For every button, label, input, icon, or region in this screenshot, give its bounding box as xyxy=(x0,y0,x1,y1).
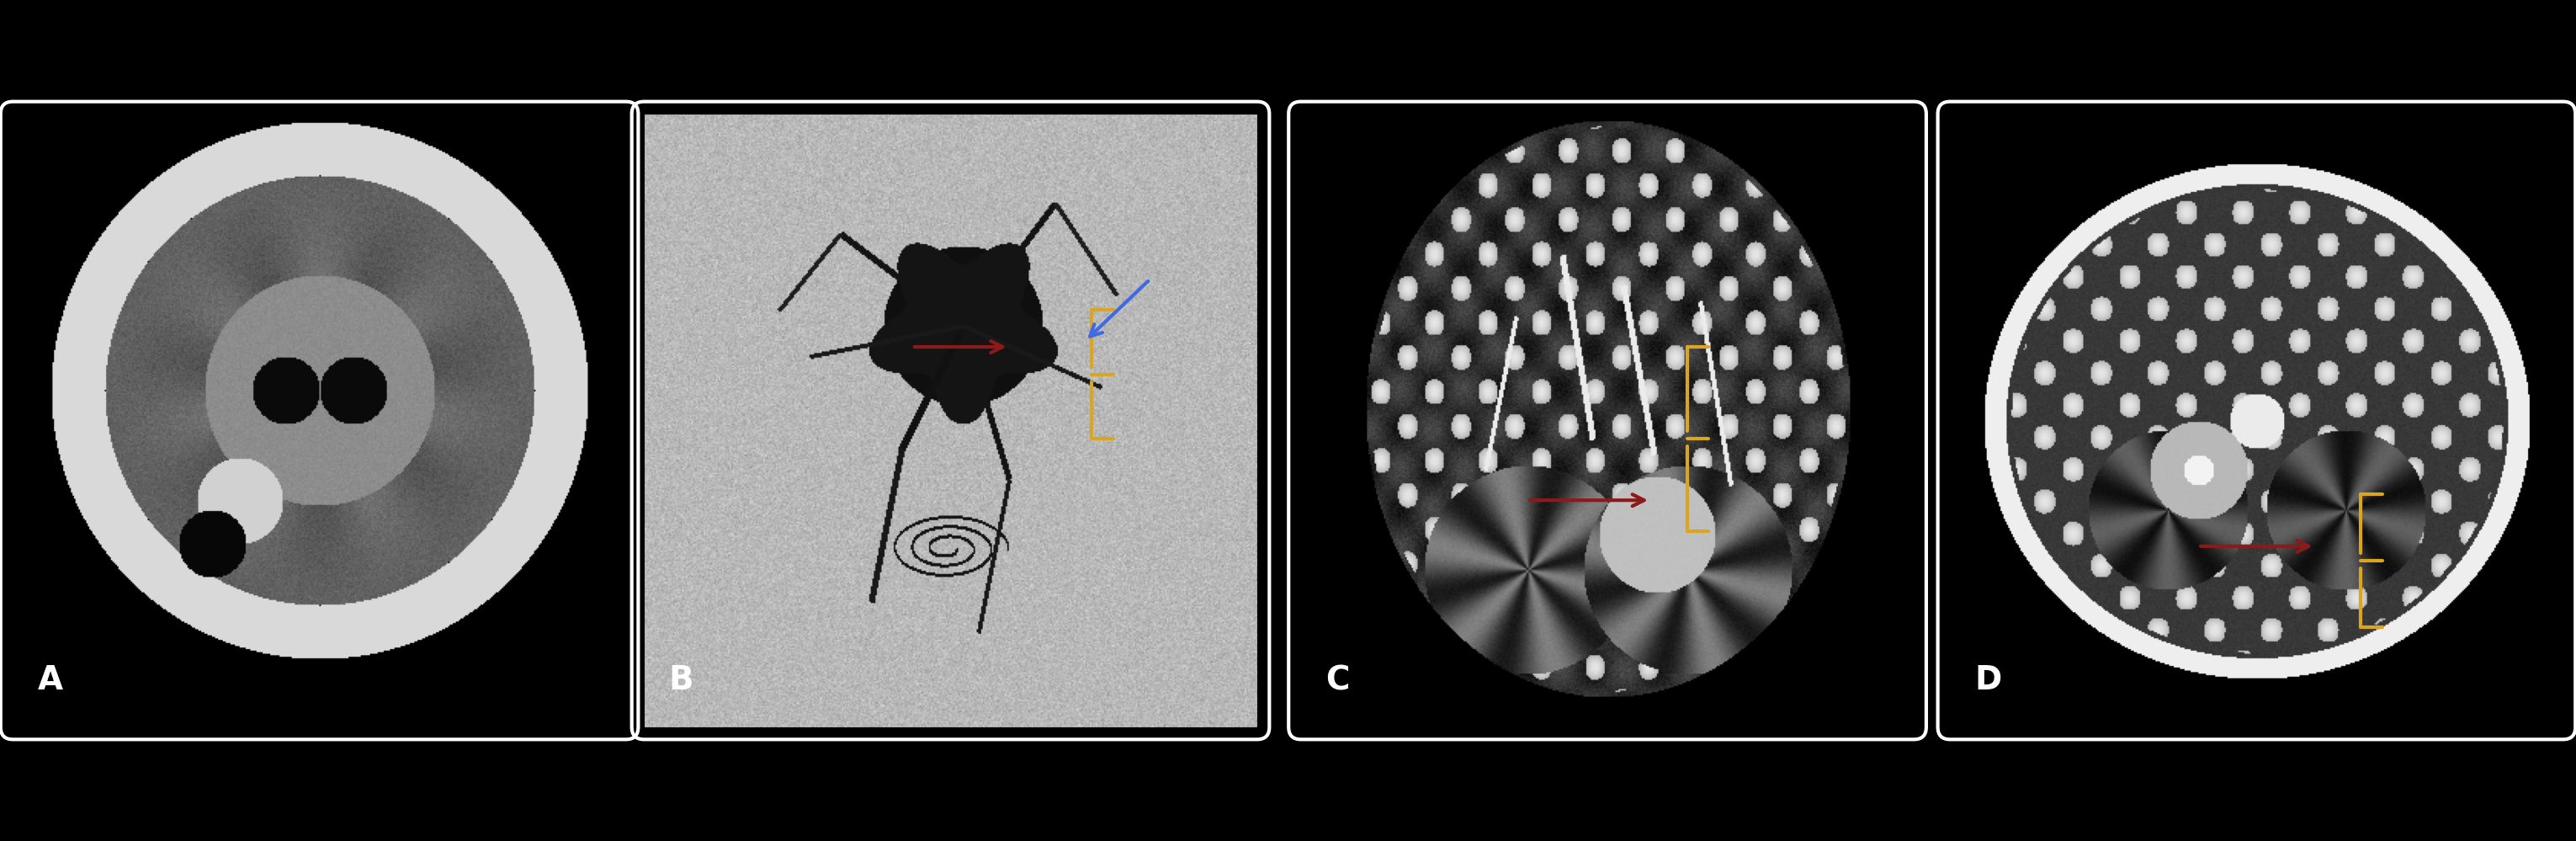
Text: B: B xyxy=(670,664,693,696)
Text: C: C xyxy=(1327,664,1350,696)
Text: D: D xyxy=(1976,664,2002,696)
Text: A: A xyxy=(39,664,62,696)
